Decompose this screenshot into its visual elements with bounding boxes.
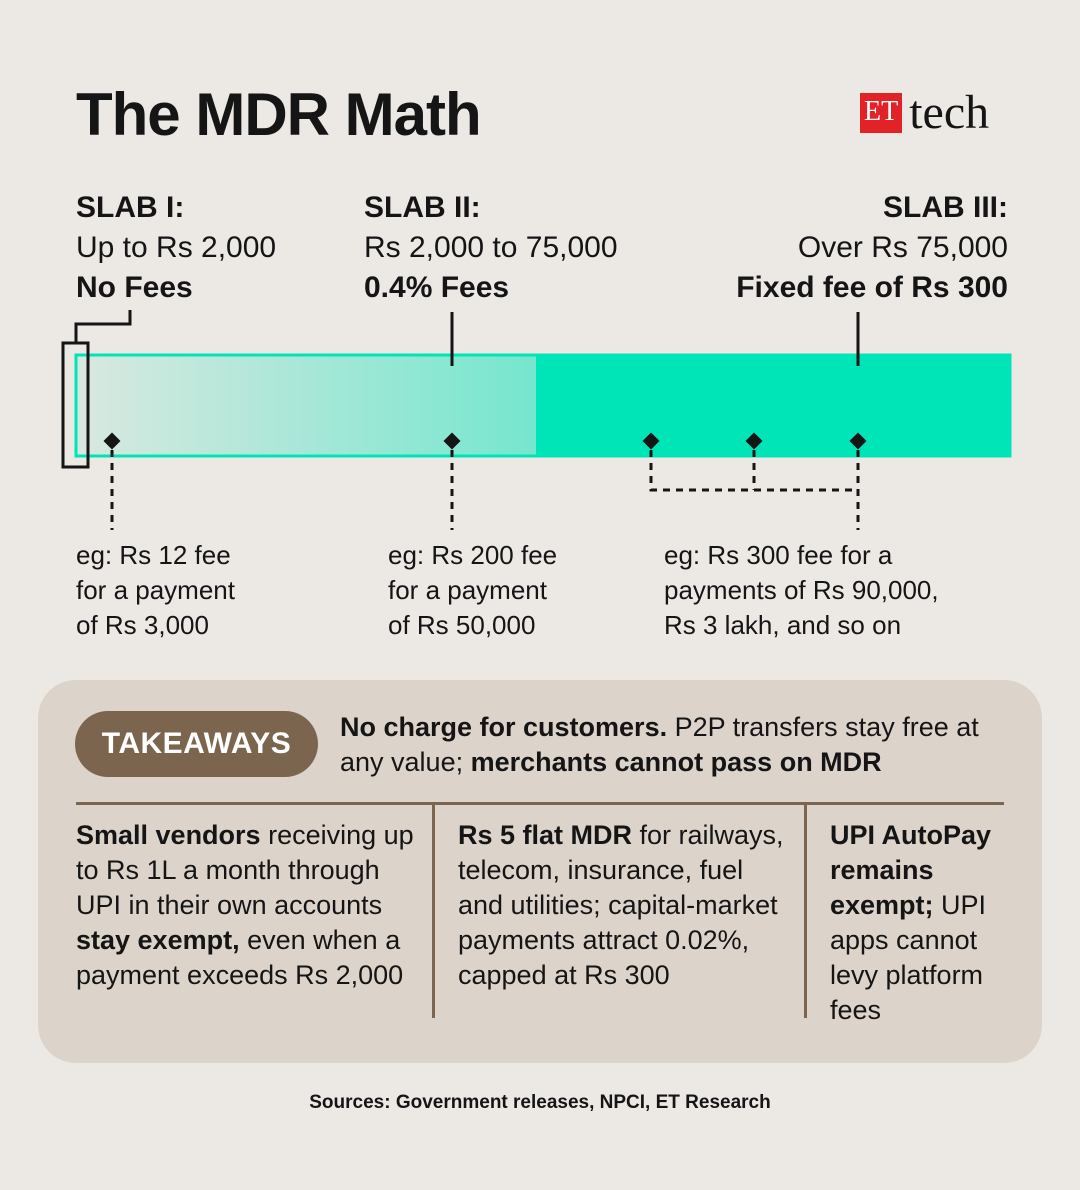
slab-2-heading: SLAB II: [364,191,481,224]
takeaway-main-text: P2P transfers stay free at any value; [340,712,979,777]
example-3: eg: Rs 300 fee for a payments of Rs 90,0… [664,538,939,643]
takeaways-badge: TAKEAWAYS [75,711,318,777]
takeaway-text: UPI apps cannot levy platform fees [830,890,987,1025]
example-2: eg: Rs 200 fee for a payment of Rs 50,00… [388,538,557,643]
example-2-line: for a payment [388,575,547,605]
slab-1-block: SLAB I: Up to Rs 2,000 No Fees [76,188,276,308]
column-divider [432,805,435,1018]
takeaway-bold: Rs 5 flat MDR [458,820,633,850]
slab-3-heading: SLAB III: [883,191,1008,224]
slab-2-fee: 0.4% Fees [364,271,510,304]
column-divider [804,805,807,1018]
page-title: The MDR Math [76,81,482,148]
example-1-line: eg: Rs 12 fee [76,540,231,570]
takeaway-text: even when a payment exceeds Rs 2,000 [76,925,404,990]
slab-3-range: Over Rs 75,000 [797,231,1008,264]
slab-2-segment [76,355,536,456]
takeaway-flat-mdr: Rs 5 flat MDR for railways, telecom, ins… [458,818,793,993]
et-tech-logo: ET tech [860,88,989,138]
example-1-line: of Rs 3,000 [76,610,209,640]
slab-2-range: Rs 2,000 to 75,000 [364,231,618,264]
takeaway-main: No charge for customers. P2P transfers s… [340,710,1020,780]
slab-2-block: SLAB II: Rs 2,000 to 75,000 0.4% Fees [364,188,618,308]
slab-bar-diagram [61,310,1012,530]
example-markers [103,432,867,450]
example-1: eg: Rs 12 fee for a payment of Rs 3,000 [76,538,235,643]
takeaway-bold: UPI AutoPay remains exempt; [830,820,992,920]
example-3-line: payments of Rs 90,000, [664,575,939,605]
takeaway-small-vendors: Small vendors receiving up to Rs 1L a mo… [76,818,421,993]
example-3-line: eg: Rs 300 fee for a [664,540,893,570]
slab-3-block: SLAB III: Over Rs 75,000 Fixed fee of Rs… [736,188,1008,308]
slab-1-connector [74,310,132,343]
slab-1-range: Up to Rs 2,000 [76,231,277,264]
example-2-line: eg: Rs 200 fee [388,540,558,570]
example-3b-marker [745,432,763,450]
example-dashed-leaders [110,450,860,530]
takeaway-autopay: UPI AutoPay remains exempt; UPI apps can… [830,818,1030,1028]
example-2-marker [443,432,461,450]
example-3c-marker [849,432,867,450]
takeaway-main-bold: No charge for customers. [340,712,668,742]
takeaway-bold: stay exempt, [76,925,240,955]
takeaway-main-bold: merchants cannot pass on MDR [470,747,882,777]
takeaways-divider [76,802,1004,805]
slab-1-heading: SLAB I: [76,191,185,224]
takeaway-bold: Small vendors [76,820,261,850]
et-logo-mark: ET [860,93,903,133]
example-1-marker [103,432,121,450]
slab-3-fee: Fixed fee of Rs 300 [736,271,1008,304]
takeaway-text: for railways, telecom, insurance, fuel a… [458,820,784,990]
sources-note: Sources: Government releases, NPCI, ET R… [309,1092,771,1113]
slab-3-segment [536,355,1010,456]
example-2-line: of Rs 50,000 [388,610,536,640]
slab-1-fee: No Fees [76,271,193,304]
bar-outline [74,353,1012,458]
takeaway-text: receiving up to Rs 1L a month through UP… [76,820,414,920]
example-3-line: Rs 3 lakh, and so on [664,610,902,640]
example-1-line: for a payment [76,575,235,605]
example-3a-marker [642,432,660,450]
tech-logo-word: tech [909,86,990,139]
